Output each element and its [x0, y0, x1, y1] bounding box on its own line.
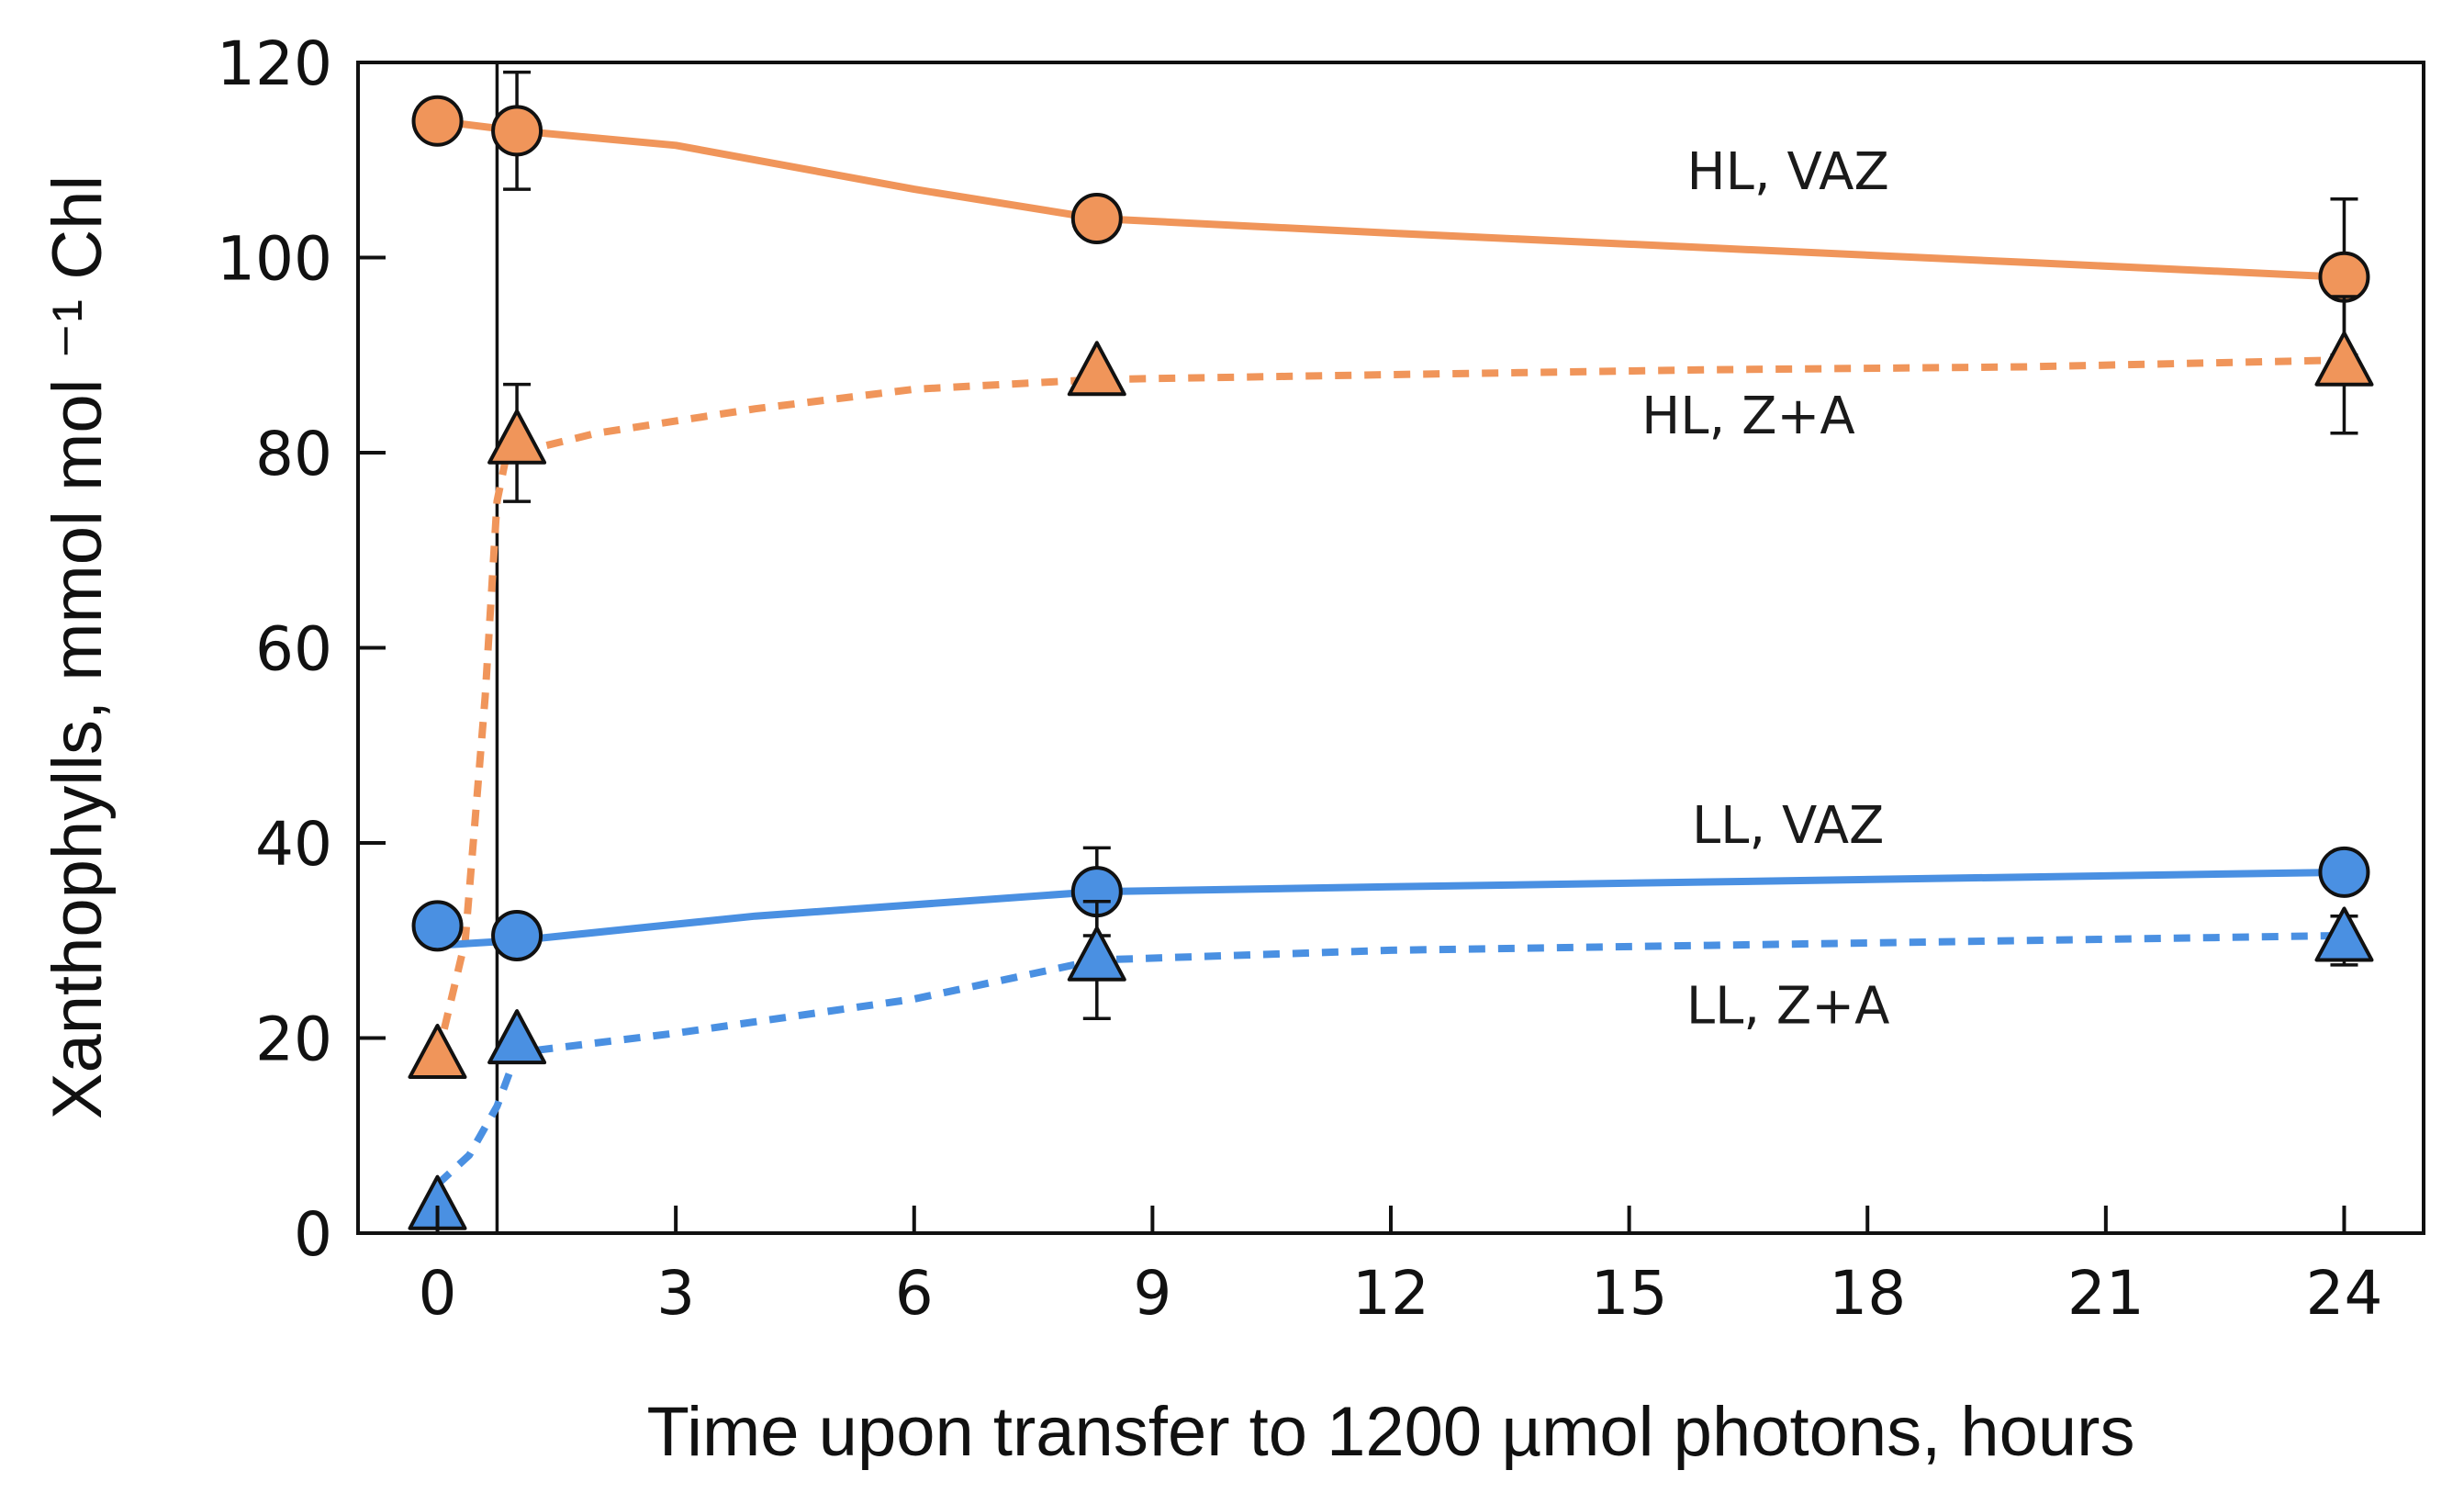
data-point — [491, 105, 543, 157]
data-point — [1067, 926, 1126, 982]
data-point — [2314, 906, 2374, 962]
data-point — [408, 1024, 467, 1079]
data-point — [2318, 251, 2370, 303]
series-label: LL, VAZ — [1692, 796, 1884, 856]
x-tick-label: 6 — [895, 1258, 934, 1329]
data-point — [487, 409, 547, 465]
data-point — [411, 95, 464, 147]
data-point — [487, 1009, 547, 1065]
y-tick-label: 120 — [217, 28, 332, 99]
y-tick-label: 100 — [217, 224, 332, 295]
series-line — [434, 931, 2345, 1187]
plot-frame — [356, 61, 2425, 1235]
x-tick-label: 0 — [419, 1258, 457, 1329]
data-point — [2314, 331, 2374, 387]
x-tick-label: 3 — [656, 1258, 695, 1329]
y-tick-label: 20 — [255, 1005, 332, 1075]
series-line — [437, 868, 2345, 949]
series-labels: HL, VAZ HL, Z+A LL, VAZ LL, Z+A — [1641, 142, 1889, 1036]
x-tick-label: 21 — [2067, 1258, 2145, 1329]
x-tick-label: 12 — [1352, 1258, 1429, 1329]
y-tick-label: 80 — [255, 419, 332, 489]
x-tick-label: 9 — [1133, 1258, 1171, 1329]
y-tick-label: 60 — [255, 614, 332, 685]
series-line — [433, 356, 2345, 1059]
series-markers — [408, 70, 2374, 1230]
x-tick-label: 18 — [1829, 1258, 1906, 1329]
data-point — [491, 909, 543, 961]
series-line — [437, 117, 2345, 281]
x-tick-label: 15 — [1591, 1258, 1668, 1329]
y-tick-label: 40 — [255, 809, 332, 880]
y-tick-label: 0 — [294, 1199, 332, 1270]
data-point — [411, 900, 464, 952]
series-label: HL, VAZ — [1687, 142, 1889, 202]
data-point — [1067, 341, 1126, 397]
y-axis-title: Xanthophylls, mmol mol ⁻¹ Chl — [39, 175, 117, 1119]
data-point — [1070, 193, 1123, 244]
series-lines — [433, 62, 2345, 1233]
data-point — [2318, 846, 2370, 898]
x-tick-label: 24 — [2305, 1258, 2382, 1329]
x-axis-title: Time upon transfer to 1200 µmol photons,… — [647, 1393, 2135, 1471]
series-label: HL, Z+A — [1641, 387, 1855, 446]
axis-ticks: 0 3 6 9 12 15 18 21 24 0 20 40 60 80 100 120 — [217, 28, 2382, 1329]
series-label: LL, Z+A — [1686, 977, 1890, 1037]
